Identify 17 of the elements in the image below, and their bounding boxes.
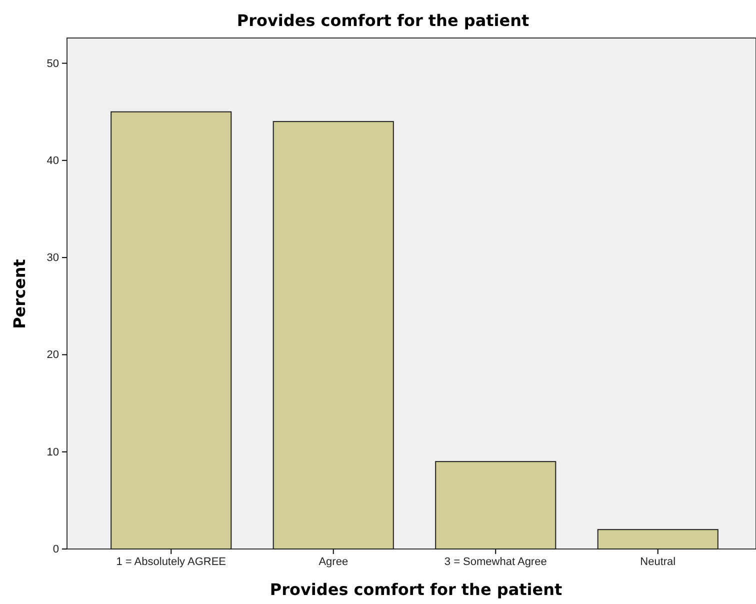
bar	[435, 461, 556, 550]
x-tick-label: 3 = Somewhat Agree	[444, 556, 547, 568]
y-tick-label: 20	[46, 349, 59, 362]
y-axis-title: Percent	[10, 258, 29, 329]
bar	[110, 111, 232, 550]
x-tick-label: 1 = Absolutely AGREE	[116, 556, 226, 568]
y-tick-label: 50	[46, 58, 59, 70]
chart-title: Provides comfort for the patient	[236, 11, 530, 30]
y-tick-label: 30	[46, 252, 59, 264]
x-axis-title: Provides comfort for the patient	[270, 580, 562, 599]
y-tick-label: 10	[46, 446, 59, 458]
bar	[272, 121, 394, 550]
bar	[597, 529, 718, 550]
x-tick-label: Neutral	[640, 556, 676, 568]
y-tick-label: 40	[46, 154, 59, 167]
x-tick-label: Agree	[318, 556, 348, 568]
y-tick-label: 0	[52, 544, 59, 556]
